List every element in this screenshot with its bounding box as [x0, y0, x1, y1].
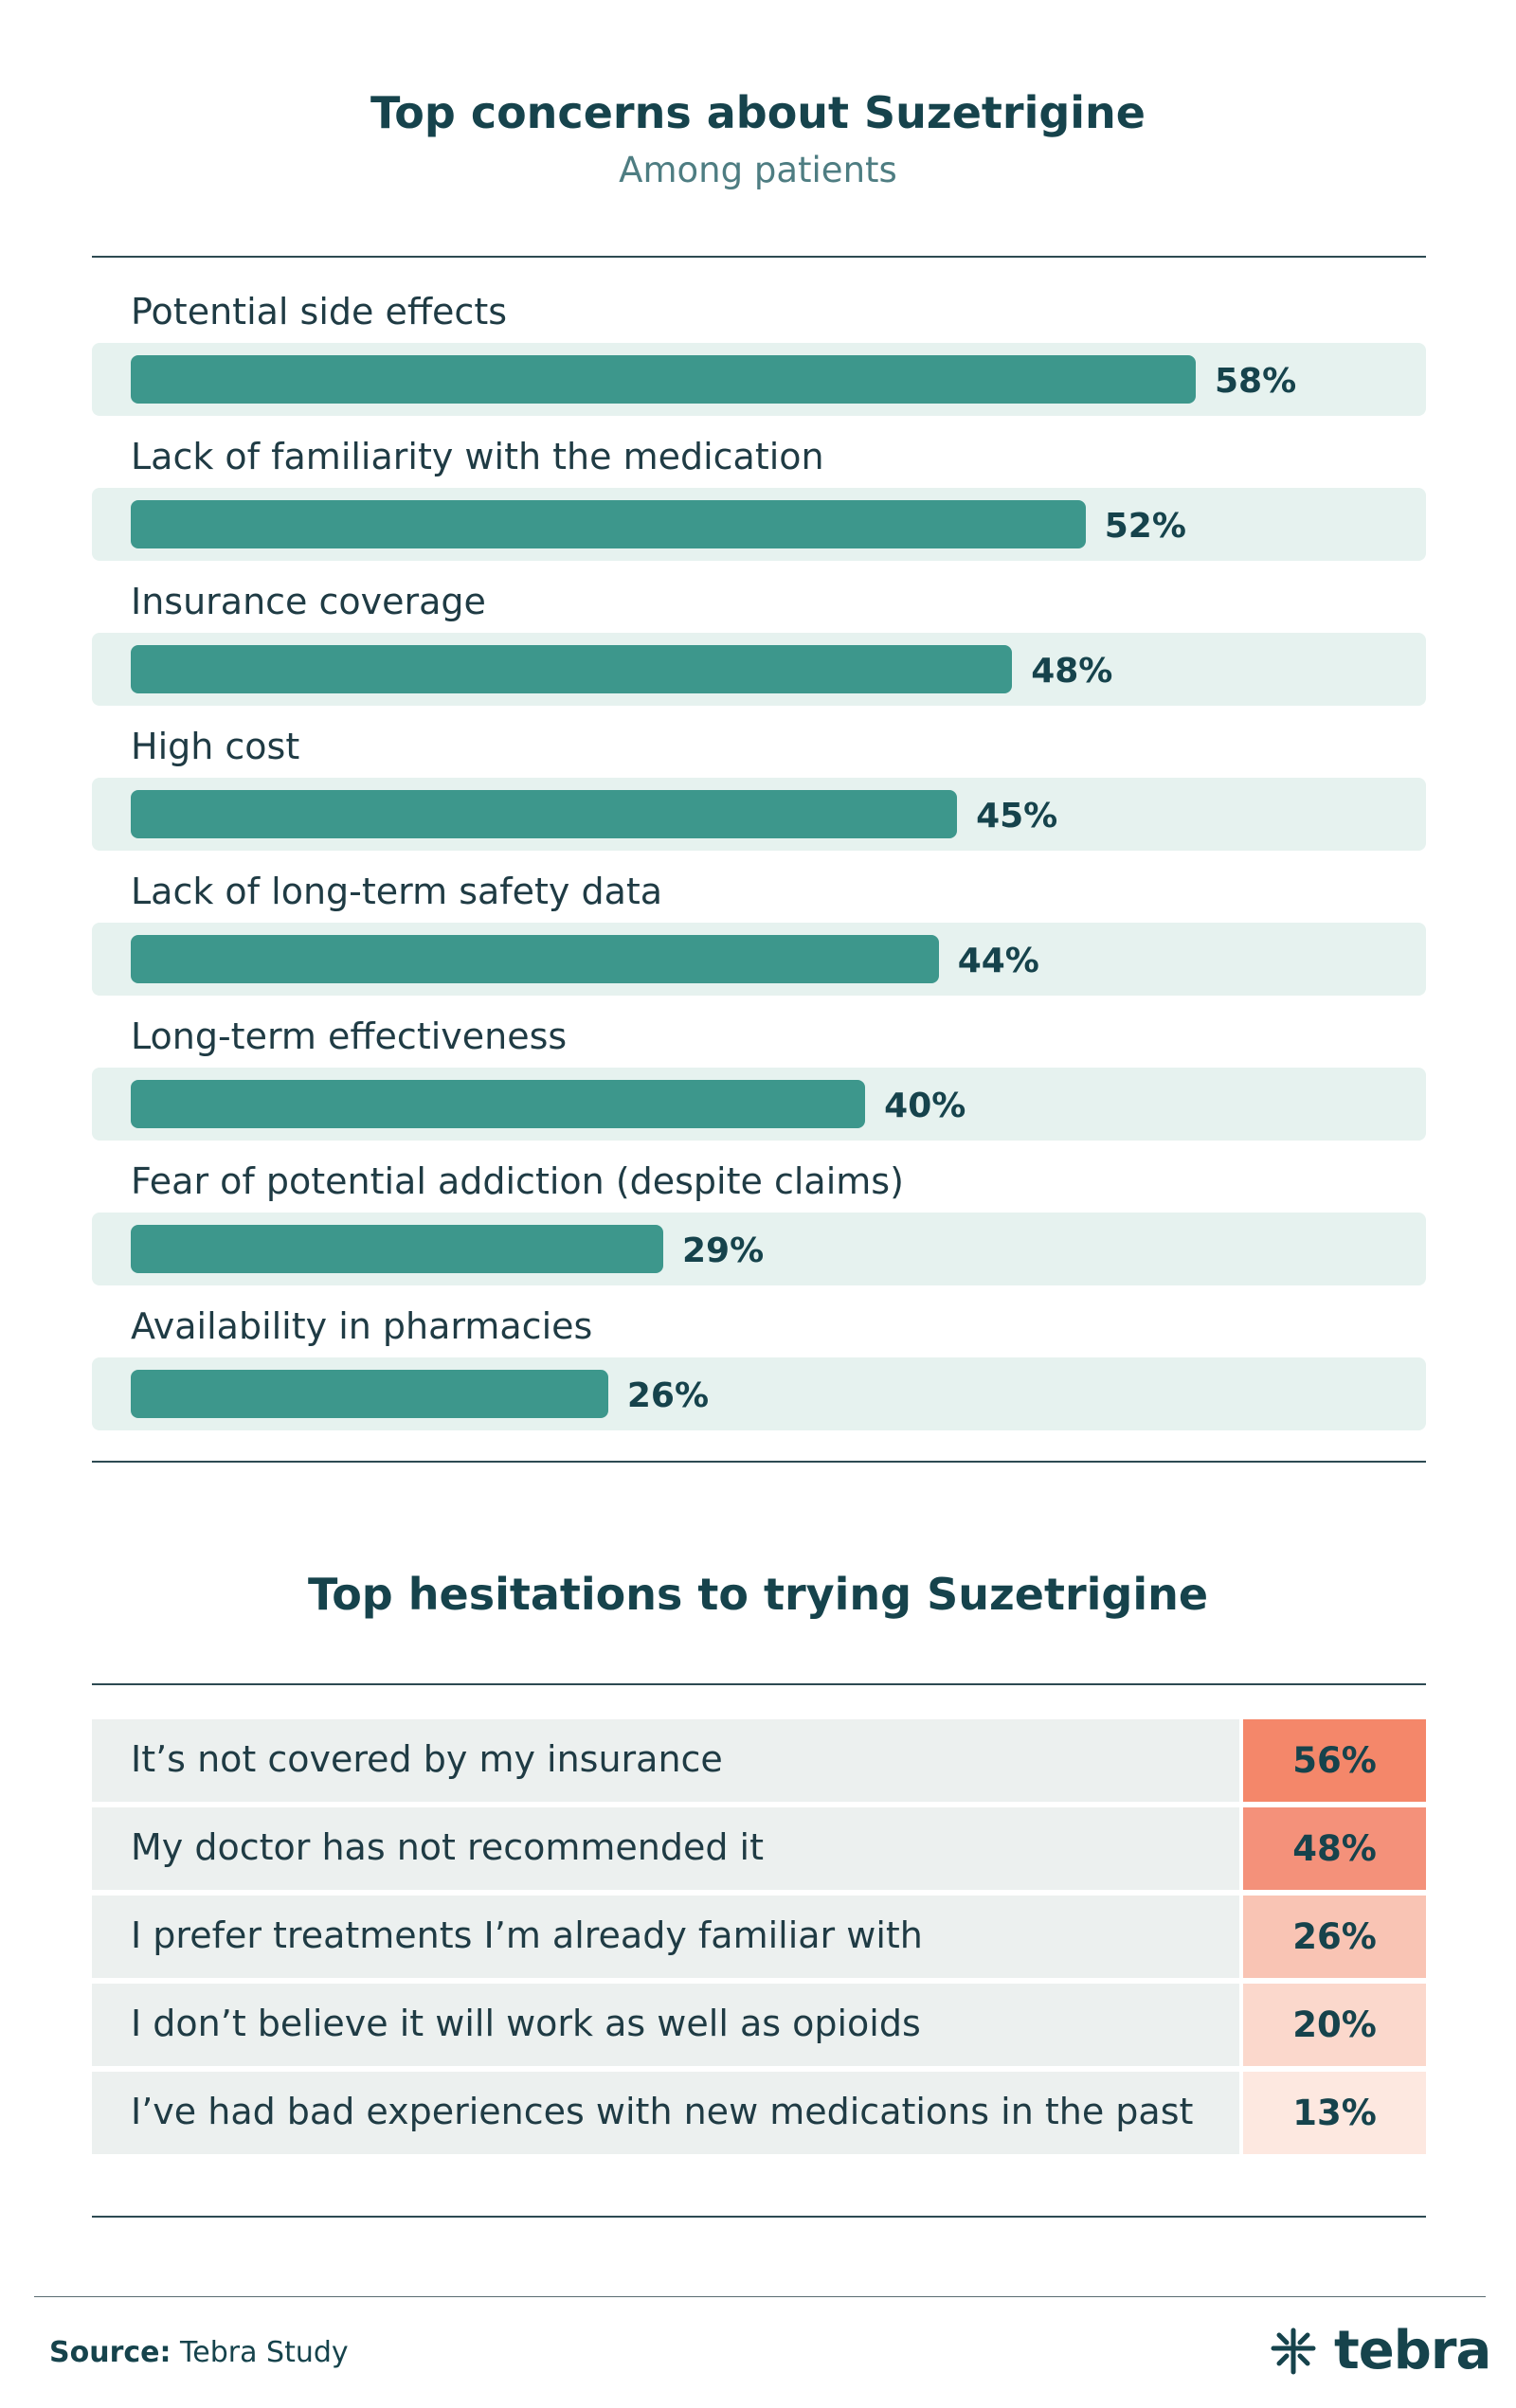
table-label-cell	[92, 1984, 1239, 2066]
bar-value-label: 44%	[957, 942, 1039, 980]
hesitation-value: 20%	[1292, 2004, 1377, 2045]
concerns-subtitle: Among patients	[619, 150, 897, 190]
bar	[131, 935, 939, 983]
hesitation-value: 48%	[1292, 1828, 1377, 1869]
bar-row: High cost 45%	[0, 705, 1516, 851]
table-label-cell	[92, 1719, 1239, 1802]
hesitation-value: 26%	[1292, 1916, 1377, 1957]
hesitations-divider	[92, 1683, 1426, 1685]
concerns-bar-chart: Potential side effects 58% Lack of familia…	[0, 270, 1516, 1430]
bar-value-label: 48%	[1031, 652, 1113, 691]
bar	[131, 355, 1196, 404]
footer-divider	[34, 2296, 1486, 2297]
bar-row: Lack of long-term safety data 44%	[0, 850, 1516, 996]
bar-row: Insurance coverage 48%	[0, 560, 1516, 706]
bar-value-label: 58%	[1215, 362, 1297, 401]
table-label-cell	[92, 2072, 1239, 2154]
bar-value-label: 45%	[976, 797, 1058, 836]
hesitation-label: I don’t believe it will work as well as …	[131, 2003, 921, 2044]
bar-row: Long-term effectiveness 40%	[0, 995, 1516, 1141]
table-label-cell	[92, 1807, 1239, 1890]
bar-row: Lack of familiarity with the medication 5…	[0, 415, 1516, 561]
bar-row: Availability in pharmacies 26%	[0, 1285, 1516, 1430]
bar-value-label: 40%	[884, 1087, 966, 1125]
bar	[131, 645, 1013, 693]
tebra-logo-text: tebra	[1334, 2319, 1491, 2381]
table-row: My doctor has not recommended it 48%	[0, 1807, 1516, 1890]
bar-category-label: Long-term effectiveness	[131, 1015, 568, 1057]
bar-value-label: 26%	[626, 1376, 710, 1415]
table-row: It’s not covered by my insurance 56%	[0, 1719, 1516, 1802]
bar-row: Potential side effects 58%	[0, 270, 1516, 416]
bar-category-label: High cost	[131, 726, 300, 767]
tebra-logo: tebra	[1266, 2317, 1491, 2383]
bar-row: Fear of potential addiction (despite cla…	[0, 1140, 1516, 1285]
hesitation-label: My doctor has not recommended it	[131, 1826, 764, 1868]
bar	[131, 1080, 866, 1128]
tebra-logo-icon	[1271, 2327, 1316, 2375]
table-value-cell	[1243, 1984, 1426, 2066]
bar-category-label: Availability in pharmacies	[131, 1305, 593, 1347]
table-row: I don’t believe it will work as well as …	[0, 1984, 1516, 2066]
table-value-cell	[1243, 1807, 1426, 1890]
hesitation-label: I’ve had bad experiences with new medica…	[131, 2091, 1194, 2132]
bar-category-label: Fear of potential addiction (despite cla…	[131, 1160, 904, 1202]
bar-category-label: Potential side effects	[131, 291, 508, 332]
bar	[131, 1370, 608, 1418]
hesitations-bottom-divider	[92, 2216, 1426, 2218]
bar-value-label: 52%	[1104, 507, 1186, 546]
concerns-bottom-divider	[92, 1461, 1426, 1463]
source-key: Source:	[49, 2336, 171, 2369]
bar	[131, 790, 958, 838]
source-note: Source: Tebra Study	[49, 2336, 349, 2369]
table-value-cell	[1243, 1896, 1426, 1978]
top-divider	[92, 256, 1426, 258]
bar	[131, 500, 1086, 548]
bar-category-label: Lack of long-term safety data	[131, 871, 663, 912]
table-value-cell	[1243, 1719, 1426, 1802]
table-row: I’ve had bad experiences with new medica…	[0, 2072, 1516, 2154]
hesitations-title: Top hesitations to trying Suzetrigine	[307, 1569, 1209, 1620]
table-label-cell	[92, 1896, 1239, 1978]
bar-value-label: 29%	[682, 1231, 765, 1270]
concerns-title: Top concerns about Suzetrigine	[370, 87, 1146, 138]
hesitation-label: It’s not covered by my insurance	[131, 1738, 723, 1780]
source-value: Tebra Study	[180, 2336, 349, 2369]
hesitation-value: 13%	[1292, 2093, 1377, 2133]
bar-category-label: Insurance coverage	[131, 581, 486, 622]
table-value-cell	[1243, 2072, 1426, 2154]
hesitation-label: I prefer treatments I’m already familiar…	[131, 1914, 923, 1956]
bar-category-label: Lack of familiarity with the medication	[131, 436, 824, 477]
hesitation-value: 56%	[1292, 1740, 1377, 1781]
table-row: I prefer treatments I’m already familiar…	[0, 1896, 1516, 1978]
bar	[131, 1225, 663, 1273]
